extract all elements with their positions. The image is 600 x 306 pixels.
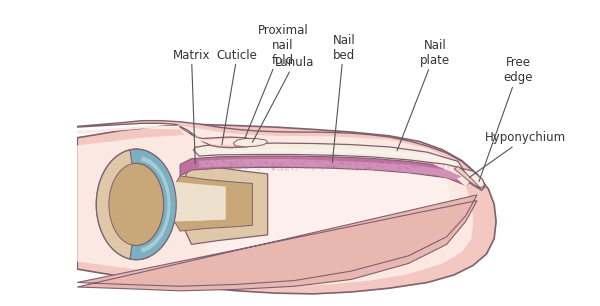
Text: Matrix: Matrix <box>173 49 210 164</box>
Polygon shape <box>199 159 462 180</box>
Polygon shape <box>109 163 253 245</box>
Polygon shape <box>117 176 155 233</box>
Text: Free
edge: Free edge <box>479 57 533 181</box>
Polygon shape <box>77 134 473 285</box>
Polygon shape <box>117 174 226 235</box>
Text: Nail
plate: Nail plate <box>397 39 450 151</box>
Text: Nail
bed: Nail bed <box>332 34 355 162</box>
Text: Proximal
nail
fold: Proximal nail fold <box>245 24 308 139</box>
Text: Cuticle: Cuticle <box>217 49 257 145</box>
Polygon shape <box>97 149 176 259</box>
Polygon shape <box>180 156 473 185</box>
Text: Lunula: Lunula <box>253 56 314 142</box>
Polygon shape <box>184 129 256 145</box>
Polygon shape <box>207 148 458 164</box>
Polygon shape <box>141 156 170 252</box>
Polygon shape <box>454 166 481 188</box>
Polygon shape <box>77 195 477 291</box>
Polygon shape <box>109 163 164 245</box>
Polygon shape <box>77 125 469 187</box>
Polygon shape <box>77 125 496 294</box>
Polygon shape <box>233 139 268 147</box>
Polygon shape <box>193 143 485 188</box>
Polygon shape <box>97 149 268 259</box>
Polygon shape <box>207 150 451 267</box>
Polygon shape <box>77 121 485 190</box>
Text: Hyponychium: Hyponychium <box>469 131 566 177</box>
Polygon shape <box>180 126 260 148</box>
Polygon shape <box>130 149 176 259</box>
